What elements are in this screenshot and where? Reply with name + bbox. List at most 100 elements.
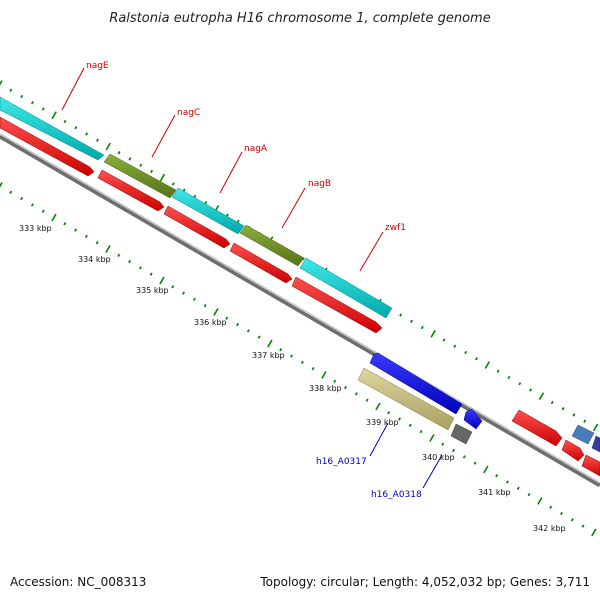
tick-mark [591,528,597,537]
tick-mark [550,400,554,405]
tick-mark [20,94,24,99]
tick-mark [9,190,13,194]
tick-mark [538,392,545,401]
feature-track [0,96,600,477]
tick-mark [419,429,423,434]
gene-label-nagB[interactable]: nagB [308,179,331,189]
gene-label-nagC[interactable]: nagC [177,108,200,118]
tick-mark [203,304,207,308]
tick-mark [429,434,435,442]
small-blue-arrow[interactable] [463,408,483,430]
tick-mark [225,316,229,320]
tick-mark [41,107,45,111]
tick-mark [333,379,337,383]
tick-mark [518,382,522,386]
tick-mark [159,276,165,285]
tick-mark [85,132,89,136]
cds-arrow[interactable] [561,439,585,462]
feature-steelblue[interactable] [571,424,595,445]
tick-mark [507,375,511,380]
map-title: Ralstonia eutropha H16 chromosome 1, com… [109,11,490,26]
cds-arrow[interactable] [97,169,165,212]
tick-mark [442,338,446,342]
tick-mark [505,480,509,484]
tick-mark [63,222,67,226]
tick-mark [410,319,413,323]
tick-mark [182,291,186,295]
tick-mark [128,259,132,264]
gene-h16-a0318-feature[interactable] [357,367,455,431]
tick-mark [344,385,347,390]
tick-mark [0,182,3,188]
tick-mark [257,335,261,339]
tick-mark [365,398,369,402]
tick-mark [441,442,445,446]
tick-mark [31,101,34,105]
tick-mark [105,245,111,253]
cds-arrow[interactable] [291,276,383,334]
tick-mark [51,213,57,222]
tick-mark [572,413,576,417]
tick-mark [95,138,99,142]
gene-nagB-feature[interactable] [239,224,305,267]
tick-mark [300,360,304,365]
callout-lines [61,67,443,489]
inner-tick-track [0,182,597,537]
tick-mark [171,285,175,289]
cds-arrow[interactable] [163,205,231,249]
tick-mark [279,348,283,352]
tick-mark [30,203,34,207]
tick-mark [354,392,358,396]
cds-arrow[interactable] [511,409,563,447]
gene-nagE-feature[interactable] [0,96,105,161]
tick-mark [139,163,143,167]
tick-mark [63,119,67,124]
tick-mark [138,266,142,270]
gene-label-zwf1[interactable]: zwf1 [385,223,406,233]
tick-mark [128,157,132,161]
tick-mark [398,417,401,421]
gene-nagA-feature[interactable] [171,187,245,235]
gene-label-nagE[interactable]: nagE [86,61,109,71]
genome-summary-text: Topology: circular; Length: 4,052,032 bp… [259,575,590,589]
gene-nagC-feature[interactable] [103,153,177,199]
tick-mark [453,344,457,348]
tick-mark [117,253,121,257]
tick-label: 333 kbp [19,224,52,233]
gene-label-h16-a0318[interactable]: h16_A0318 [371,490,422,500]
tick-mark [171,182,175,186]
small-gray-feature[interactable] [450,423,473,445]
tick-mark [149,272,153,276]
tick-mark [430,329,436,338]
tick-mark [581,524,585,528]
tick-label: 339 kbp [366,418,399,427]
gene-label-h16-a0317[interactable]: h16_A0317 [316,457,367,467]
accession-text: Accession: NC_008313 [10,575,146,589]
cds-arrow[interactable] [229,242,293,284]
genome-backbone [0,133,600,488]
tick-mark [213,308,219,316]
tick-label: 336 kbp [194,318,227,327]
tick-mark [527,492,531,497]
tick-mark [473,461,477,465]
tick-mark [290,354,294,358]
tick-label: 338 kbp [309,384,342,393]
tick-mark [20,196,24,201]
tick-mark [537,497,543,505]
tick-mark [561,407,565,411]
gene-label-nagA[interactable]: nagA [244,144,268,154]
tick-mark [105,142,111,151]
tick-label: 337 kbp [252,351,285,360]
tick-mark [549,505,553,509]
gene-h16-a0317-feature[interactable] [369,352,463,415]
gene-zwf1-feature[interactable] [299,257,393,319]
cds-arrow[interactable] [581,454,600,477]
feature-navy[interactable] [591,435,600,453]
tick-mark [74,228,78,232]
tick-mark [559,511,563,516]
cds-arrow[interactable] [0,116,95,177]
tick-mark [529,388,533,392]
tick-mark [84,234,88,239]
tick-mark [236,322,240,327]
